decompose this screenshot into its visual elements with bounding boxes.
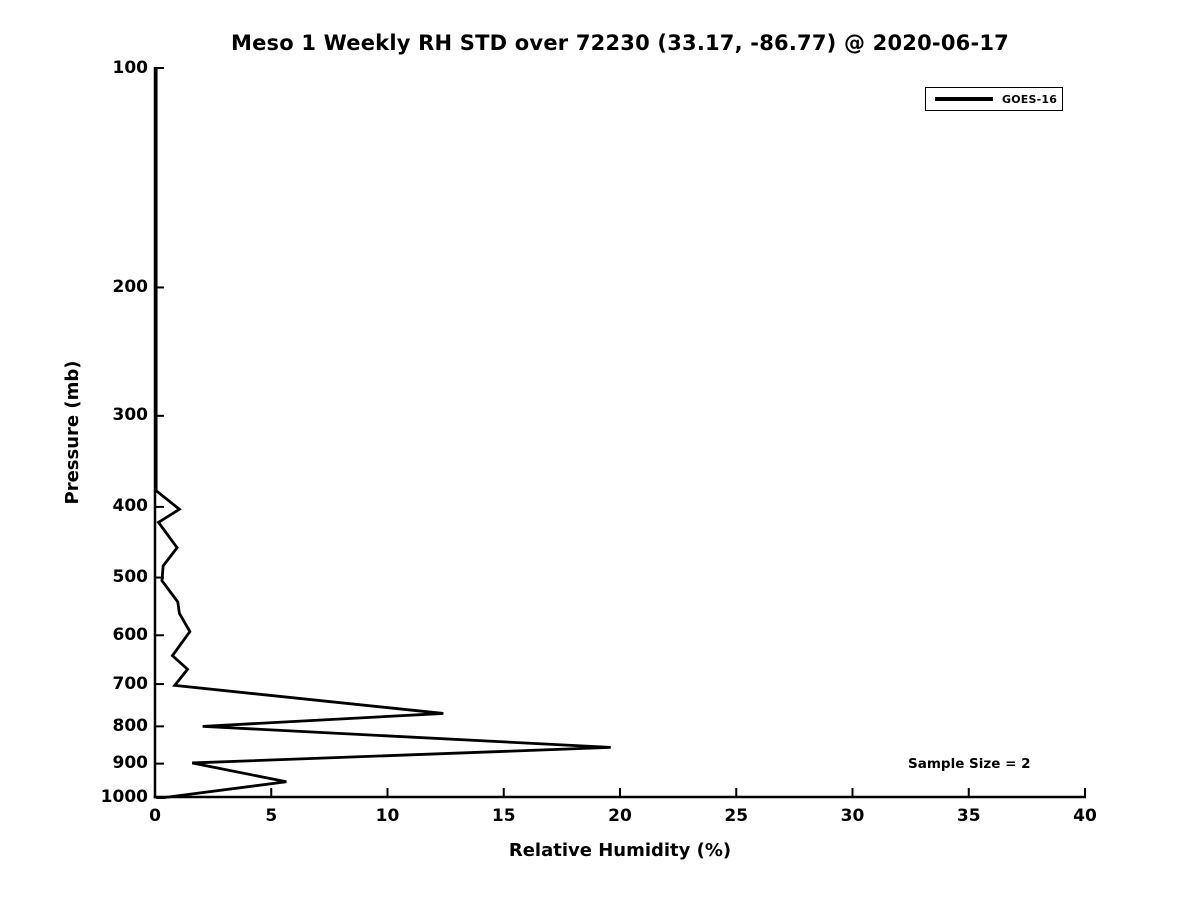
y-tick-label: 500 bbox=[112, 567, 149, 588]
y-tick-label: 700 bbox=[112, 673, 149, 694]
y-tick-label: 900 bbox=[112, 753, 149, 774]
x-tick-label: 40 bbox=[1073, 806, 1097, 826]
data-line-goes-16 bbox=[154, 68, 611, 799]
x-tick-label: 20 bbox=[608, 806, 632, 826]
x-tick-label: 30 bbox=[840, 806, 865, 826]
x-tick-label: 25 bbox=[724, 806, 749, 826]
x-tick-label: 15 bbox=[491, 806, 516, 826]
x-tick-label: 35 bbox=[956, 806, 981, 826]
legend-line-sample-icon bbox=[935, 97, 993, 101]
y-tick-label: 600 bbox=[112, 624, 149, 645]
chart-title: Meso 1 Weekly RH STD over 72230 (33.17, … bbox=[230, 31, 1009, 55]
y-tick-label: 1000 bbox=[100, 786, 148, 807]
y-tick-label: 100 bbox=[112, 57, 149, 78]
x-tick-label: 0 bbox=[149, 806, 161, 826]
y-tick-label: 400 bbox=[112, 496, 149, 517]
legend: GOES-16 bbox=[925, 87, 1063, 111]
sample-size-annotation: Sample Size = 2 bbox=[908, 756, 1031, 772]
y-tick-label: 300 bbox=[112, 405, 149, 426]
x-tick-label: 10 bbox=[375, 806, 400, 826]
y-tick-label: 200 bbox=[112, 276, 149, 297]
legend-label: GOES-16 bbox=[1002, 92, 1058, 106]
x-axis-label: Relative Humidity (%) bbox=[508, 840, 732, 861]
x-tick-label: 5 bbox=[265, 806, 278, 826]
y-tick-label: 800 bbox=[112, 715, 149, 736]
